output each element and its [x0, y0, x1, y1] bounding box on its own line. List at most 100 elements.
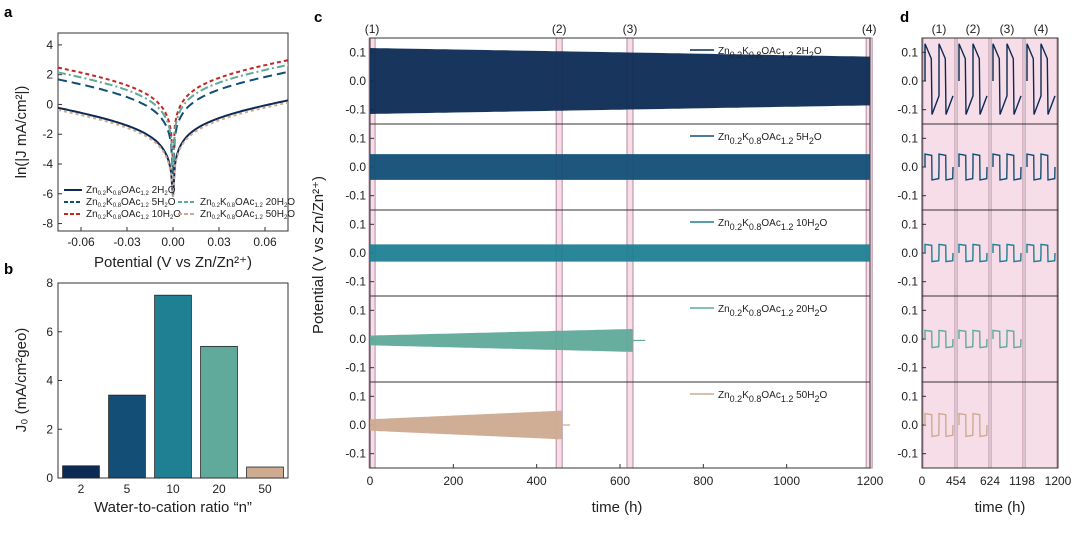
legend-text-part: 2 [809, 136, 814, 146]
panel-c-voltage-band [370, 48, 870, 114]
panel-d-zoomed-profiles: (1) (2) (3) (4) -0.1 0.0 0.1 -0.1 0.0 0.1 -0.1 0.0 0… [897, 22, 1071, 516]
panel-d-voltage-trace [924, 329, 954, 349]
panel-b-bar-chart: 0 2 4 6 8 2 5 10 20 50 Water-to-cation ratio “n”… [13, 276, 289, 516]
legend-text-part: Zn [200, 197, 212, 208]
legend-text-part: Zn [86, 197, 98, 208]
panel-a-series-line [57, 63, 289, 167]
panel-d-ytick-label: 0.1 [901, 217, 918, 231]
panel-b-category-label: 20 [212, 482, 226, 496]
panel-a-series-line [57, 70, 289, 174]
panel-b-bar [62, 465, 100, 479]
legend-text-part: 0.2 [98, 215, 107, 221]
panel-a-ylabel: ln(|J mA/cm²|) [13, 86, 30, 179]
panel-c-xlabel: time (h) [592, 499, 643, 516]
panel-c-ytick-label: 0.0 [349, 332, 366, 346]
panel-d-window-label: (2) [966, 22, 981, 36]
panel-d-ytick-label: 0.1 [901, 303, 918, 317]
legend-text-part: 0.2 [730, 308, 743, 318]
legend-text-part: Zn [718, 304, 730, 315]
panel-c-xtick-label: 400 [527, 474, 547, 488]
panel-b-category-label: 5 [124, 482, 131, 496]
legend-text-part: K [742, 46, 749, 57]
panel-d-voltage-trace [958, 412, 988, 438]
legend-text-part: 0.8 [113, 215, 122, 221]
panel-c-ytick-label: 0.1 [349, 389, 366, 403]
legend-text-part: O [173, 209, 181, 220]
panel-c-xtick-label: 200 [443, 474, 463, 488]
legend-text-part: 0.2 [212, 203, 221, 209]
panel-d-window-bg [1024, 295, 1058, 383]
panel-b-bar [246, 466, 284, 479]
panel-c-legend-label: Zn0.2K0.8OAc1.2 2H2O [718, 46, 822, 60]
panel-c-cycling-plot: (1) (2) (3) (4) -0.10.00.1 Zn0.2K0.8OAc1.2 2… [310, 22, 884, 516]
panel-a-xtick-label: 0.06 [253, 235, 277, 249]
legend-text-part: OAc [761, 304, 780, 315]
legend-text-part: OAc [121, 197, 140, 208]
panel-c-ylabel: Potential (V vs Zn/Zn²⁺) [310, 176, 327, 334]
panel-a-legend-label: Zn0.2K0.8OAc1.2 2H2O [86, 185, 176, 197]
panel-a-series-line [57, 101, 289, 197]
panel-a-ytick-label: 4 [46, 38, 53, 52]
legend-text-part: 1.2 [781, 50, 794, 60]
legend-text-part: 0.8 [749, 50, 762, 60]
panel-c-marker-label: (4) [862, 22, 877, 36]
legend-text-part: O [814, 46, 822, 57]
legend-text-part: K [742, 132, 749, 143]
panel-c-ytick-label: 0.1 [349, 217, 366, 231]
legend-text-part: O [287, 209, 295, 220]
panel-b-category-label: 10 [166, 482, 180, 496]
panel-c-marker-label: (3) [623, 22, 638, 36]
legend-text-part: 2 [284, 215, 288, 221]
panel-c-ytick-label: 0.0 [349, 74, 366, 88]
legend-text-part: OAc [761, 132, 780, 143]
panel-b-bar [200, 345, 238, 479]
legend-text-part: 1.2 [140, 191, 149, 197]
panel-d-xtick-label: 454 [946, 474, 966, 488]
panel-d-ytick-label: -0.1 [897, 189, 918, 203]
panel-c-xtick-label: 600 [610, 474, 630, 488]
panel-d-window-label: (3) [1000, 22, 1015, 36]
legend-text-part: 0.8 [749, 136, 762, 146]
panel-c-ytick-label: -0.1 [345, 103, 366, 117]
panel-c-ytick-label: 0.1 [349, 131, 366, 145]
legend-text-part: O [819, 390, 827, 401]
legend-text-part: 2H [793, 46, 809, 57]
panel-c-voltage-band [370, 154, 870, 180]
panel-b-ytick-label: 6 [46, 325, 53, 339]
legend-text-part: 1.2 [781, 222, 794, 232]
legend-text-part: K [742, 390, 749, 401]
legend-text-part: 5H [793, 132, 809, 143]
panel-d-ytick-label: 0.1 [901, 131, 918, 145]
legend-text-part: 0.8 [113, 191, 122, 197]
legend-text-part: 20H [793, 304, 814, 315]
panel-c-ytick-label: 0.1 [349, 303, 366, 317]
panel-d-ytick-label: -0.1 [897, 275, 918, 289]
panel-b-category-label: 50 [258, 482, 272, 496]
legend-text-part: Zn [86, 209, 98, 220]
panel-d-xtick-label: 1198 [1009, 474, 1035, 488]
legend-text-part: K [106, 209, 113, 220]
panel-b-category-label: 2 [78, 482, 85, 496]
panel-c-ytick-label: 0.0 [349, 160, 366, 174]
legend-text-part: O [168, 197, 176, 208]
panel-c-ytick-label: -0.1 [345, 361, 366, 375]
panel-a-ytick-label: 0 [46, 97, 53, 111]
panel-d-xlabel: time (h) [975, 499, 1026, 516]
legend-text-part: K [742, 304, 749, 315]
legend-text-part: 50H [793, 390, 814, 401]
panel-a-ytick-label: -4 [42, 157, 53, 171]
panel-a-legend-label: Zn0.2K0.8OAc1.2 20H2O [200, 197, 295, 209]
panel-d-voltage-trace [924, 412, 954, 438]
legend-text-part: 2 [809, 50, 814, 60]
panel-c-marker-label: (2) [552, 22, 567, 36]
panel-c-xtick-label: 1200 [857, 474, 884, 488]
legend-text-part: 1.2 [140, 203, 149, 209]
panel-c-legend-label: Zn0.2K0.8OAc1.2 10H2O [718, 218, 827, 232]
panel-b-ytick-label: 0 [46, 471, 53, 485]
legend-text-part: OAc [235, 209, 254, 220]
panel-a-xtick-label: 0.03 [207, 235, 231, 249]
panel-c-ytick-label: 0.1 [349, 45, 366, 59]
